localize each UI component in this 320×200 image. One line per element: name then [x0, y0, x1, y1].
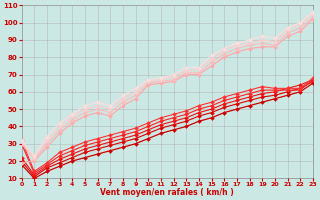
X-axis label: Vent moyen/en rafales ( km/h ): Vent moyen/en rafales ( km/h ) [100, 188, 234, 197]
